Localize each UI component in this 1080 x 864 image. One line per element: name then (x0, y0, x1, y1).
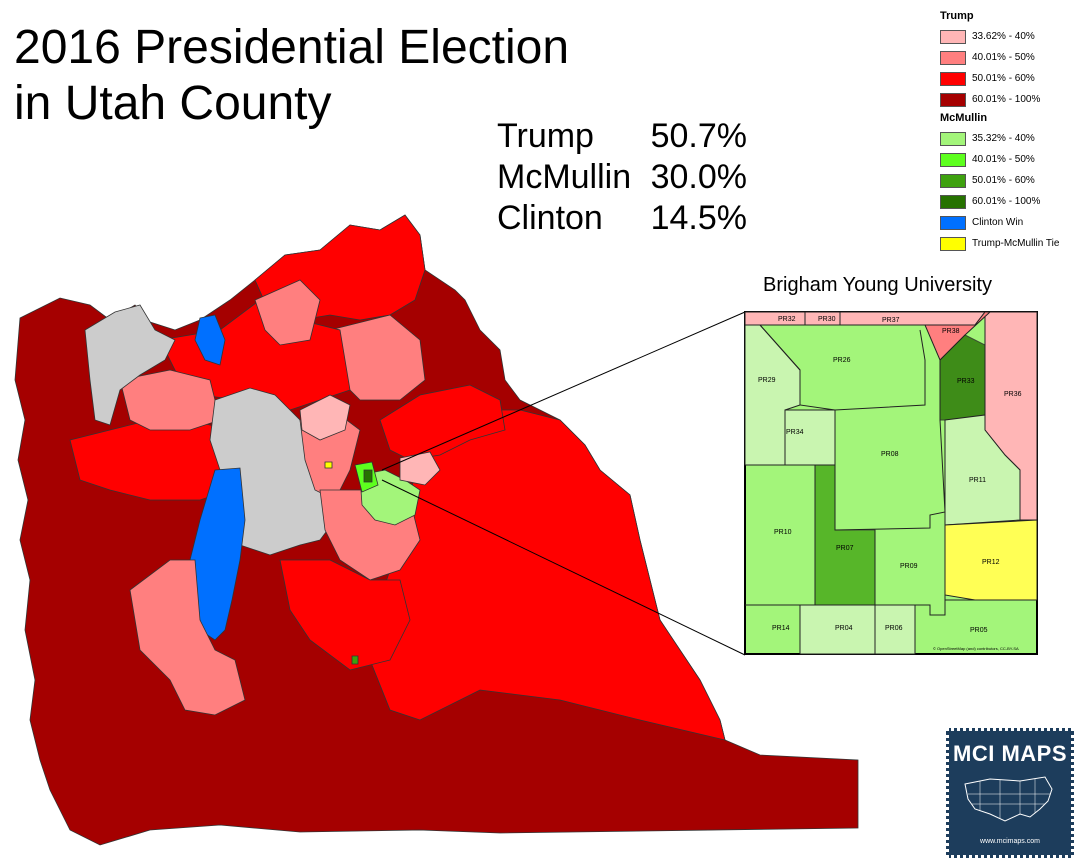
inset-map (744, 311, 1038, 655)
legend-item-trump-3: 60.01% - 100% (940, 89, 1080, 110)
label-pr08: PR08 (881, 451, 899, 458)
legend-item-mcmullin-3: 60.01% - 100% (940, 191, 1080, 212)
inset-attribution: © OpenStreetMap (and) contributors, CC-B… (933, 646, 1019, 651)
legend-item-other-1: Trump-McMullin Tie (940, 233, 1080, 254)
legend-item-trump-1: 40.01% - 50% (940, 47, 1080, 68)
legend-swatch (940, 194, 966, 209)
legend-item-other-0: Clinton Win (940, 212, 1080, 233)
result-row-mcmullin: McMullin 30.0% (497, 157, 747, 198)
region-west-pink (119, 369, 221, 431)
label-pr07: PR07 (836, 545, 854, 552)
region-small-dark-green (351, 655, 359, 665)
map-legend: Trump 33.62% - 40% 40.01% - 50% 50.01% - 6… (940, 8, 1080, 254)
legend-label: 50.01% - 60% (972, 175, 1035, 186)
callout-line-top (381, 311, 746, 471)
region-central-lightpink (299, 394, 351, 441)
inset-labels: PR32 PR30 PR37 PR38 PR26 PR29 PR33 PR36 … (758, 316, 1022, 651)
legend-item-mcmullin-2: 50.01% - 60% (940, 170, 1080, 191)
result-pct: 14.5% (650, 199, 747, 237)
label-pr38: PR38 (942, 328, 960, 335)
callout-line-bottom (381, 479, 746, 656)
legend-swatch (940, 71, 966, 86)
inset-boundary-08 (834, 360, 946, 531)
inset-pr34 (784, 409, 836, 466)
legend-item-mcmullin-1: 40.01% - 50% (940, 149, 1080, 170)
legend-swatch (940, 131, 966, 146)
label-pr33: PR33 (957, 378, 975, 385)
region-byu-green-dark (363, 469, 373, 483)
region-east-red (379, 384, 506, 461)
label-pr34: PR34 (786, 429, 804, 436)
legend-label: Clinton Win (972, 217, 1024, 228)
title-line-2: in Utah County (14, 77, 332, 130)
label-pr37: PR37 (882, 317, 900, 324)
legend-item-trump-2: 50.01% - 60% (940, 68, 1080, 89)
inset-boundary-top (804, 312, 841, 325)
region-clinton-north (194, 314, 226, 366)
label-pr10: PR10 (774, 529, 792, 536)
legend-label: 33.62% - 40% (972, 31, 1035, 42)
legend-label: 60.01% - 100% (972, 94, 1041, 105)
legend-swatch (940, 29, 966, 44)
legend-swatch (940, 50, 966, 65)
legend-trump-title: Trump (940, 10, 974, 22)
legend-swatch (940, 173, 966, 188)
region-nw-gray (84, 304, 176, 426)
label-pr04: PR04 (835, 625, 853, 632)
region-sw-pink (129, 559, 246, 716)
inset-boundary-09 (874, 515, 946, 616)
legend-item-trump-0: 33.62% - 40% (940, 26, 1080, 47)
legend-label: 35.32% - 40% (972, 133, 1035, 144)
label-pr05: PR05 (970, 627, 988, 634)
label-pr26: PR26 (833, 357, 851, 364)
legend-swatch (940, 152, 966, 167)
inset-boundary-05 (914, 599, 1037, 654)
logo-url: www.mcimaps.com (980, 838, 1040, 845)
label-pr36: PR36 (1004, 391, 1022, 398)
legend-mcmullin-title: McMullin (940, 112, 988, 124)
county-map (14, 214, 859, 846)
results-summary: Trump 50.7% McMullin 30.0% Clinton 14.5% (497, 116, 747, 239)
result-row-clinton: Clinton 14.5% (497, 198, 747, 239)
label-pr09: PR09 (900, 563, 918, 570)
legend-swatch (940, 92, 966, 107)
result-row-trump: Trump 50.7% (497, 116, 747, 157)
legend-label: 50.01% - 60% (972, 73, 1035, 84)
us-map-icon (964, 776, 1053, 822)
result-pct: 50.7% (650, 117, 747, 155)
label-pr32: PR32 (778, 316, 796, 323)
label-pr12: PR12 (982, 559, 1000, 566)
legend-swatch (940, 215, 966, 230)
result-pct: 30.0% (650, 158, 747, 196)
result-candidate: Clinton (497, 199, 603, 237)
result-candidate: McMullin (497, 158, 632, 196)
label-pr14: PR14 (772, 625, 790, 632)
label-pr29: PR29 (758, 377, 776, 384)
logo-name: MCI MAPS (953, 741, 1067, 766)
mci-maps-logo: MCI MAPS www.mcimaps.com (946, 728, 1074, 858)
region-north-pink (254, 279, 321, 346)
result-candidate: Trump (497, 117, 594, 155)
title-line-1: 2016 Presidential Election (14, 21, 570, 74)
region-clinton-west (189, 467, 246, 641)
legend-swatch (940, 236, 966, 251)
legend-label: 40.01% - 50% (972, 154, 1035, 165)
region-south-red (279, 559, 411, 671)
label-pr30: PR30 (818, 316, 836, 323)
map-title: 2016 Presidential Election in Utah Count… (14, 20, 569, 132)
inset-boundary-14 (745, 604, 801, 654)
label-pr11: PR11 (969, 477, 986, 484)
legend-label: Trump-McMullin Tie (972, 238, 1060, 249)
legend-item-mcmullin-0: 35.32% - 40% (940, 128, 1080, 149)
legend-label: 60.01% - 100% (972, 196, 1041, 207)
region-tie-yellow (324, 461, 333, 469)
region-east-lightpink (399, 451, 441, 486)
legend-label: 40.01% - 50% (972, 52, 1035, 63)
inset-title: Brigham Young University (763, 274, 993, 296)
label-pr06: PR06 (885, 625, 903, 632)
